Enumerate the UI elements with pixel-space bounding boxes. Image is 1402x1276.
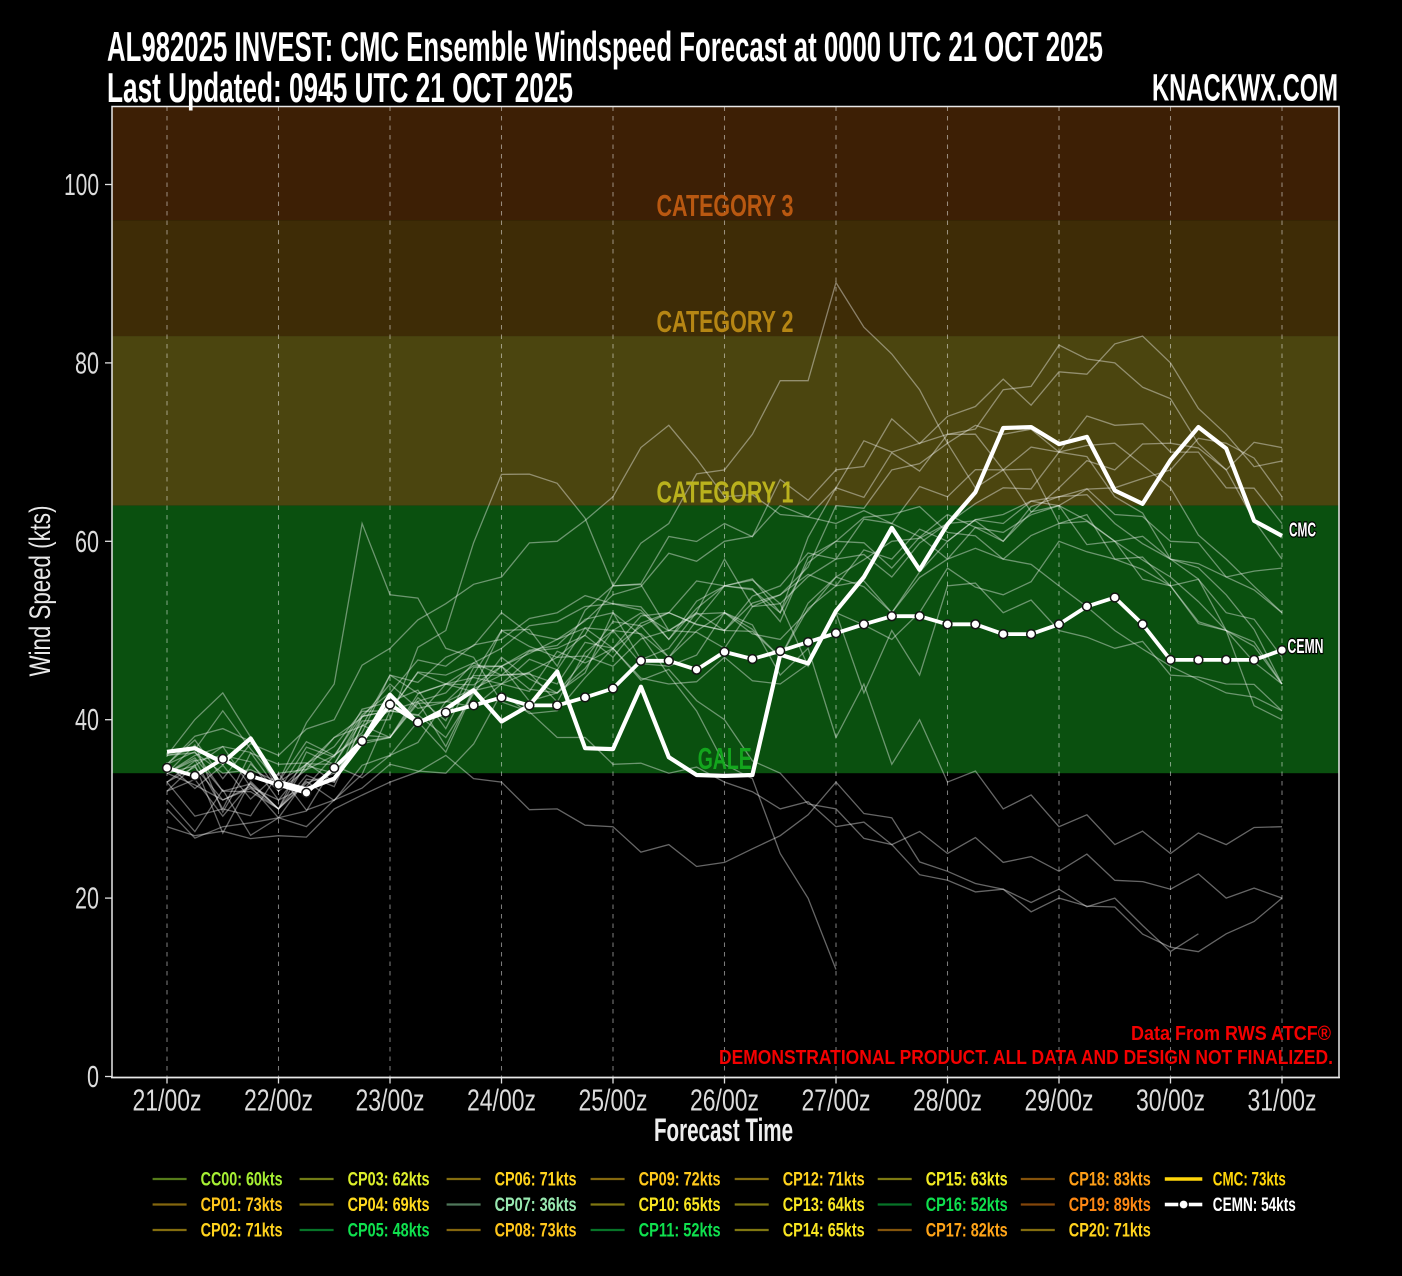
svg-text:CP08: 73kts: CP08: 73kts [495,1221,577,1242]
svg-text:30/00z: 30/00z [1136,1083,1205,1118]
svg-text:CP11: 52kts: CP11: 52kts [639,1221,721,1242]
svg-text:22/00z: 22/00z [244,1083,313,1118]
svg-text:CP17: 82kts: CP17: 82kts [926,1221,1008,1242]
svg-text:60: 60 [75,524,99,559]
svg-text:CP20: 71kts: CP20: 71kts [1069,1221,1151,1242]
svg-text:23/00z: 23/00z [356,1083,425,1118]
svg-text:CP03: 62kts: CP03: 62kts [348,1170,430,1191]
svg-text:28/00z: 28/00z [913,1083,982,1118]
svg-text:Data From RWS ATCF®: Data From RWS ATCF® [1131,1023,1331,1045]
svg-text:80: 80 [75,345,99,380]
svg-text:CP16: 52kts: CP16: 52kts [926,1195,1008,1216]
svg-text:CP06: 71kts: CP06: 71kts [495,1170,577,1191]
svg-text:AL982025 INVEST: CMC Ensemble: AL982025 INVEST: CMC Ensemble Windspeed … [107,23,1103,70]
svg-text:29/00z: 29/00z [1025,1083,1094,1118]
svg-text:CP07: 36kts: CP07: 36kts [495,1195,577,1216]
svg-text:25/00z: 25/00z [579,1083,648,1118]
svg-text:CP10: 65kts: CP10: 65kts [639,1195,721,1216]
svg-text:CC00: 60kts: CC00: 60kts [201,1170,283,1191]
svg-text:CMC: 73kts: CMC: 73kts [1213,1170,1286,1191]
svg-text:CP04: 69kts: CP04: 69kts [348,1195,430,1216]
svg-text:CP09: 72kts: CP09: 72kts [639,1170,721,1191]
svg-text:CATEGORY 2: CATEGORY 2 [657,304,794,339]
svg-text:100: 100 [64,167,99,202]
svg-text:CP02: 71kts: CP02: 71kts [201,1221,283,1242]
svg-text:26/00z: 26/00z [690,1083,759,1118]
svg-text:20: 20 [75,881,99,916]
svg-text:Wind Speed (kts): Wind Speed (kts) [24,506,57,677]
svg-text:27/00z: 27/00z [802,1083,871,1118]
svg-text:CP05: 48kts: CP05: 48kts [348,1221,430,1242]
svg-text:CP18: 83kts: CP18: 83kts [1069,1170,1151,1191]
svg-text:CEMN: 54kts: CEMN: 54kts [1213,1195,1296,1216]
svg-text:CMC: CMC [1289,520,1316,542]
svg-text:CP14: 65kts: CP14: 65kts [783,1221,865,1242]
svg-text:CP15: 63kts: CP15: 63kts [926,1170,1008,1191]
svg-text:CATEGORY 1: CATEGORY 1 [657,475,794,510]
svg-text:Forecast Time: Forecast Time [654,1112,793,1148]
svg-text:DEMONSTRATIONAL PRODUCT. ALL D: DEMONSTRATIONAL PRODUCT. ALL DATA AND DE… [719,1047,1333,1069]
svg-text:24/00z: 24/00z [467,1083,536,1118]
svg-text:CP01: 73kts: CP01: 73kts [201,1195,283,1216]
svg-text:CP19: 89kts: CP19: 89kts [1069,1195,1151,1216]
svg-text:CP12: 71kts: CP12: 71kts [783,1170,865,1191]
svg-text:CATEGORY 3: CATEGORY 3 [657,188,794,223]
svg-text:31/00z: 31/00z [1248,1083,1317,1118]
svg-text:0: 0 [87,1059,99,1094]
svg-text:CP13: 64kts: CP13: 64kts [783,1195,865,1216]
svg-text:KNACKWX.COM: KNACKWX.COM [1152,68,1338,110]
svg-text:GALE: GALE [698,741,752,776]
svg-text:Last Updated: 0945 UTC 21 OCT: Last Updated: 0945 UTC 21 OCT 2025 [107,64,573,111]
svg-text:40: 40 [75,702,99,737]
svg-text:CEMN: CEMN [1288,636,1324,658]
svg-text:21/00z: 21/00z [133,1083,202,1118]
